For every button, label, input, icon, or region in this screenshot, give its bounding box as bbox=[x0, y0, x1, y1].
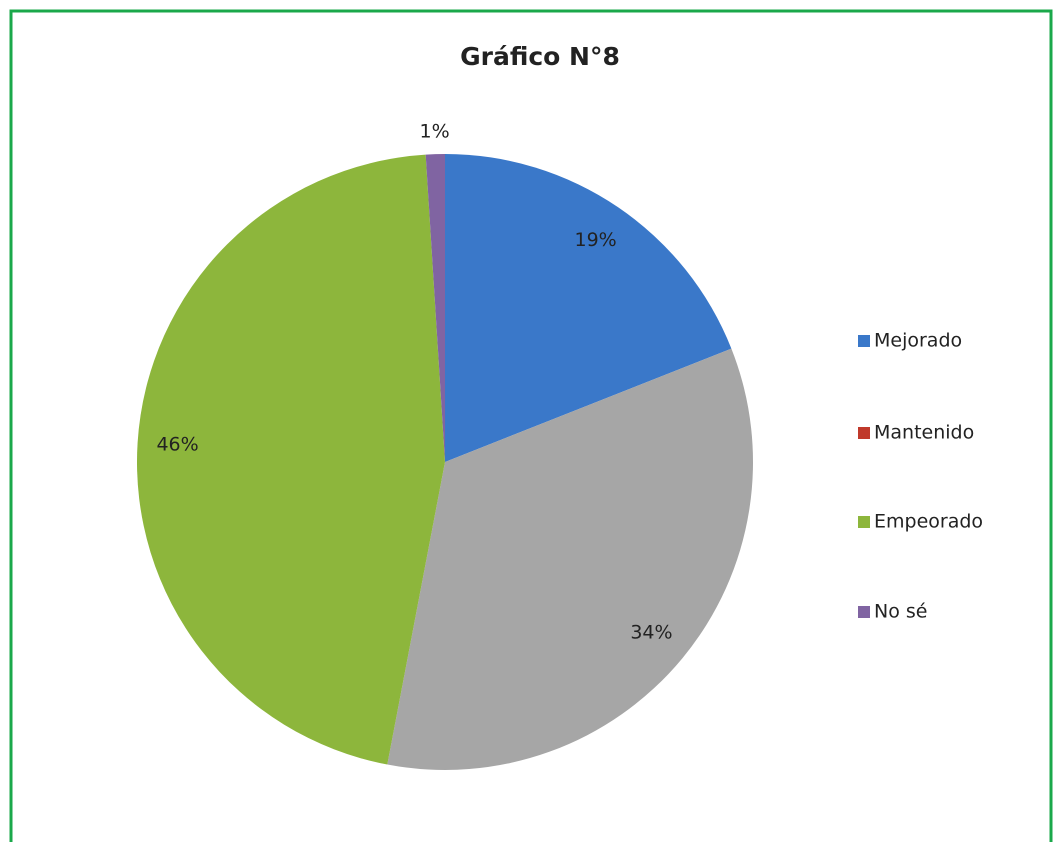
pie-slice bbox=[387, 348, 753, 771]
legend-label: No sé bbox=[874, 601, 927, 623]
data-label: 19% bbox=[574, 229, 616, 251]
legend-label: Empeorado bbox=[874, 511, 983, 533]
pie-slice bbox=[136, 154, 446, 765]
data-label: 1% bbox=[420, 121, 450, 143]
frame bbox=[9, 9, 1053, 842]
pie-slice bbox=[425, 154, 445, 462]
data-label: 34% bbox=[630, 621, 672, 643]
legend-swatch bbox=[858, 335, 870, 347]
legend-swatch bbox=[858, 516, 870, 528]
chart-title: Gráfico N°8 bbox=[460, 42, 620, 71]
pie-slice bbox=[445, 154, 732, 462]
legend-label: Mantenido bbox=[874, 422, 974, 444]
legend-label: Mejorado bbox=[874, 330, 962, 352]
legend-swatch bbox=[858, 606, 870, 618]
legend-swatch bbox=[858, 427, 870, 439]
data-label: 46% bbox=[156, 434, 198, 456]
